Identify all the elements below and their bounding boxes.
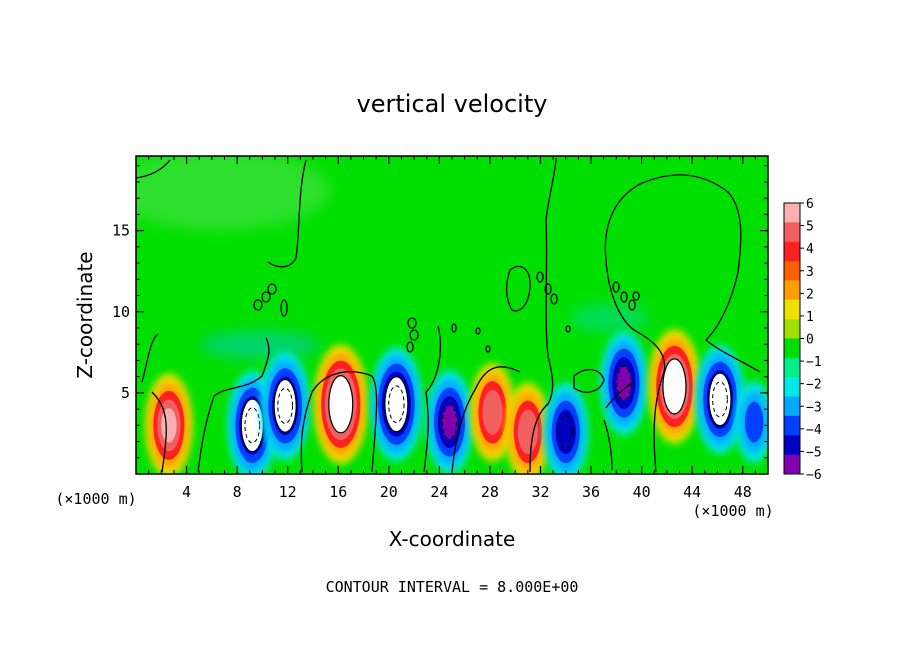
colorbar-swatch xyxy=(784,280,800,301)
x-unit-left: (×1000 m) xyxy=(55,490,136,508)
velocity-cell-contour xyxy=(273,378,297,433)
velocity-cell-contour xyxy=(384,376,409,433)
velocity-cell xyxy=(227,371,277,474)
velocity-cell-level xyxy=(555,409,576,455)
velocity-field xyxy=(136,156,768,474)
y-axis-label: Z-coordinate xyxy=(73,251,97,378)
x-tick-label: 28 xyxy=(481,483,499,501)
chart-title: vertical velocity xyxy=(357,90,548,118)
velocity-cell-dashed-contour xyxy=(388,385,405,424)
colorbar-swatch xyxy=(784,203,800,223)
velocity-cell xyxy=(314,344,368,464)
velocity-cell-dashed-contour xyxy=(712,381,728,418)
colorbar-tick-label: −1 xyxy=(806,355,822,370)
contour-lines xyxy=(136,157,761,473)
colorbar-tick-label: 4 xyxy=(806,242,814,257)
velocity-cell-dashed-contour xyxy=(441,404,458,440)
x-tick-label: 48 xyxy=(734,483,752,501)
x-axis-label: X-coordinate xyxy=(389,527,516,551)
velocity-cell-level xyxy=(441,404,458,440)
colorbar-swatch xyxy=(784,319,800,339)
velocity-cell xyxy=(145,373,193,474)
velocity-cell-contour xyxy=(662,358,687,415)
velocity-cell-contour xyxy=(708,372,732,427)
x-tick-label: 40 xyxy=(633,483,651,501)
x-tick-label: 12 xyxy=(279,483,297,501)
y-tick-label: 5 xyxy=(121,384,130,402)
colorbar-tick-label: 2 xyxy=(806,287,814,302)
velocity-cell xyxy=(470,363,515,462)
colorbar-tick-label: −3 xyxy=(806,400,822,415)
field-tint xyxy=(570,304,650,332)
colorbar-tick-label: 5 xyxy=(806,220,814,235)
contour-interval-footer: CONTOUR INTERVAL = 8.000E+00 xyxy=(326,578,579,596)
velocity-cell-level xyxy=(482,390,503,435)
velocity-cell xyxy=(695,345,745,454)
colorbar-swatch xyxy=(784,396,800,417)
colorbar-swatch xyxy=(784,454,800,475)
velocity-cell-level xyxy=(744,401,764,443)
colorbar-swatch xyxy=(784,338,800,359)
colorbar-tick-label: 6 xyxy=(806,197,814,212)
colorbar-swatch xyxy=(784,241,800,262)
colorbar-tick-label: −4 xyxy=(806,423,822,438)
velocity-cell xyxy=(370,347,422,462)
velocity-cell-contour xyxy=(328,375,354,434)
velocity-cell-level xyxy=(517,409,538,455)
colorbar-swatch xyxy=(784,261,800,281)
colorbar-tick-label: −6 xyxy=(806,468,822,483)
field-tint xyxy=(136,156,330,230)
velocity-cell xyxy=(600,331,648,435)
velocity-cell-dashed-contour xyxy=(277,387,294,424)
colorbar-swatch xyxy=(784,415,800,436)
colorbar-swatch xyxy=(784,435,800,456)
colorbar-tick-label: 0 xyxy=(806,333,814,348)
x-tick-label: 20 xyxy=(380,483,398,501)
velocity-cell-level xyxy=(161,408,177,443)
plot-area xyxy=(136,156,768,474)
zero-contour-line xyxy=(136,157,761,473)
x-tick-label: 44 xyxy=(683,483,701,501)
x-tick-label: 32 xyxy=(531,483,549,501)
x-tick-label: 24 xyxy=(430,483,448,501)
velocity-cell xyxy=(505,382,550,474)
velocity-cell xyxy=(648,329,701,444)
x-tick-label: 36 xyxy=(582,483,600,501)
velocity-cell xyxy=(735,381,768,463)
x-unit-right: (×1000 m) xyxy=(692,502,773,520)
y-tick-label: 10 xyxy=(112,303,130,321)
x-tick-label: 8 xyxy=(233,483,242,501)
colorbar-swatch xyxy=(784,357,800,378)
field-tint xyxy=(200,331,320,359)
colorbar-swatch xyxy=(784,377,800,398)
velocity-cell-dashed-contour xyxy=(558,415,574,449)
colorbar-swatch xyxy=(784,222,800,243)
velocity-cell-dashed-contour xyxy=(244,407,261,444)
colorbar-tick-label: −5 xyxy=(806,445,822,460)
velocity-cell xyxy=(426,370,473,474)
colorbar-swatch xyxy=(784,299,800,320)
small-contour-loops xyxy=(253,271,640,353)
colorbar: 6 5 4 3 2 1 0 −1 −2 −3 −4 −5 −6 xyxy=(783,197,822,483)
colorbar-tick-label: 3 xyxy=(806,265,814,280)
colorbar-tick-label: −2 xyxy=(806,378,822,393)
x-tick-label: 4 xyxy=(182,483,191,501)
velocity-cell xyxy=(543,382,588,474)
x-tick-label: 16 xyxy=(329,483,347,501)
colorbar-tick-label: 1 xyxy=(806,310,814,325)
velocity-cell xyxy=(260,351,310,461)
y-tick-label: 15 xyxy=(112,222,130,240)
